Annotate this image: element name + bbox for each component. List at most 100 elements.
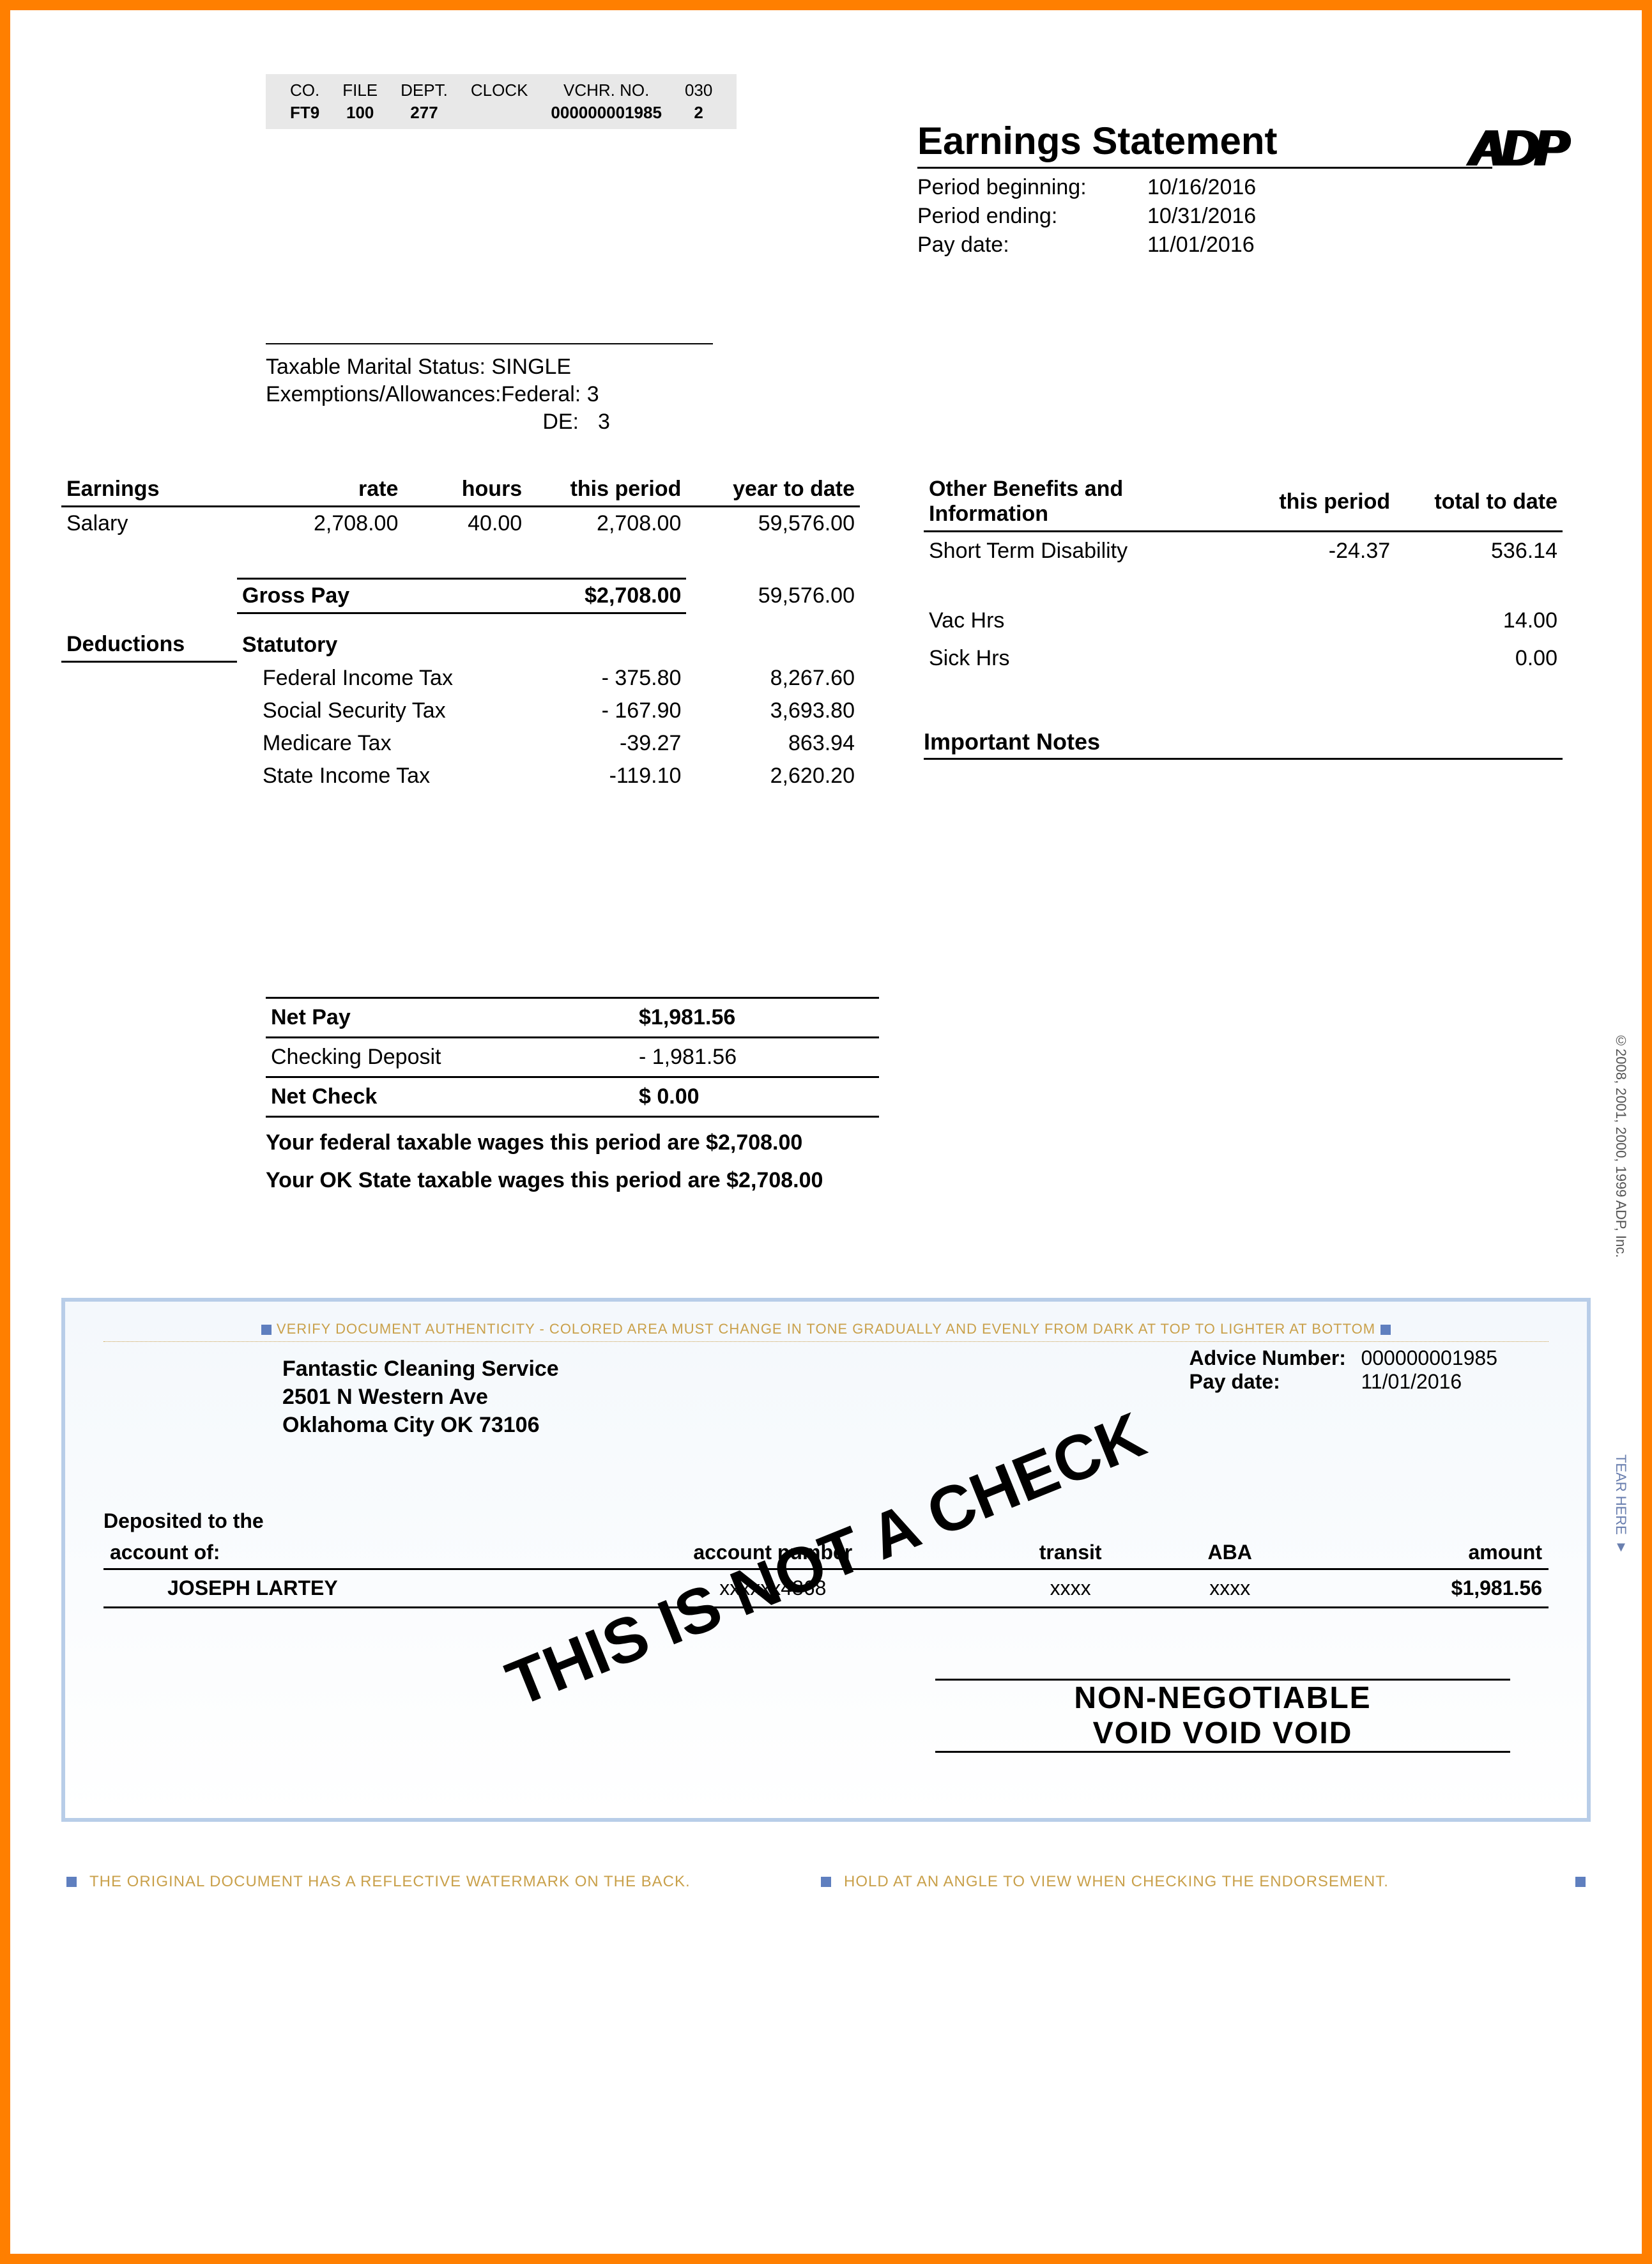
blue-square-icon <box>66 1877 77 1887</box>
hdr-vchr-val: 000000001985 <box>539 102 673 124</box>
exempt-fed-lbl: Federal: <box>501 382 581 406</box>
sick-this <box>1243 640 1395 677</box>
paydate-val: 11/01/2016 <box>1147 233 1255 257</box>
check-paydate-lbl: Pay date: <box>1189 1370 1356 1394</box>
netcheck-val: $ 0.00 <box>634 1077 879 1116</box>
adp-logo: ADP <box>1469 119 1565 178</box>
marital-status-val: SINGLE <box>491 355 571 379</box>
hdr-clock-val <box>459 102 540 124</box>
other-heading: Other Benefits and Information <box>924 473 1243 532</box>
salary-rate: 2,708.00 <box>237 507 403 541</box>
hdr-co-lbl: CO. <box>279 79 331 102</box>
other-col-this: this period <box>1243 473 1395 532</box>
ded-state-lbl: State Income Tax <box>237 760 527 792</box>
bottom-right-text: HOLD AT AN ANGLE TO VIEW WHEN CHECKING T… <box>844 1873 1563 1891</box>
hdr-030-val: 2 <box>673 102 724 124</box>
std-this: -24.37 <box>1243 532 1395 571</box>
vac-lbl: Vac Hrs <box>924 602 1243 640</box>
acct-val: xxxxxx4868 <box>566 1569 980 1608</box>
amount-val: $1,981.56 <box>1299 1569 1549 1608</box>
transit-val: xxxx <box>980 1569 1161 1608</box>
copyright-text: ©2008, 2001, 2000, 1999 ADP, Inc. <box>1612 1033 1629 1258</box>
gross-pay-this: $2,708.00 <box>527 578 686 613</box>
salary-this: 2,708.00 <box>527 507 686 541</box>
account-of-lbl: account of: <box>103 1537 566 1569</box>
marital-block: Taxable Marital Status: SINGLE Exemption… <box>266 343 713 435</box>
sick-lbl: Sick Hrs <box>924 640 1243 677</box>
deposit-table: account of: account number transit ABA a… <box>103 1537 1549 1608</box>
statutory-heading: Statutory <box>237 628 527 662</box>
hdr-vchr-lbl: VCHR. NO. <box>539 79 673 102</box>
salary-hours: 40.00 <box>403 507 527 541</box>
bottom-left-text: THE ORIGINAL DOCUMENT HAS A REFLECTIVE W… <box>89 1873 808 1891</box>
hdr-file-val: 100 <box>331 102 389 124</box>
left-column: Earnings rate hours this period year to … <box>61 473 860 1196</box>
company-addr2: Oklahoma City OK 73106 <box>282 1411 1549 1439</box>
ded-fed-lbl: Federal Income Tax <box>237 662 527 695</box>
vac-this <box>1243 602 1395 640</box>
col-aba: ABA <box>1161 1537 1299 1569</box>
salary-ytd: 59,576.00 <box>686 507 860 541</box>
important-notes-heading: Important Notes <box>924 728 1563 760</box>
check-paydate-val: 11/01/2016 <box>1361 1370 1462 1393</box>
security-top-text: VERIFY DOCUMENT AUTHENTICITY - COLORED A… <box>277 1321 1375 1337</box>
advice-lbl: Advice Number: <box>1189 1346 1356 1370</box>
ded-state-this: -119.10 <box>527 760 686 792</box>
sick-total: 0.00 <box>1395 640 1563 677</box>
ded-fed-ytd: 8,267.60 <box>686 662 860 695</box>
checking-val: - 1,981.56 <box>634 1037 879 1077</box>
gross-pay-label: Gross Pay <box>237 578 527 613</box>
tear-here-text: TEAR HERE <box>1612 1454 1629 1555</box>
ded-med-this: -39.27 <box>527 727 686 760</box>
paydate-lbl: Pay date: <box>917 233 1147 258</box>
col-transit: transit <box>980 1537 1161 1569</box>
page-title: Earnings Statement <box>917 119 1492 169</box>
exempt-de-lbl: DE: <box>266 410 598 435</box>
other-benefits-table: Other Benefits and Information this peri… <box>924 473 1563 677</box>
other-col-total: total to date <box>1395 473 1563 532</box>
period-begin-lbl: Period beginning: <box>917 175 1147 200</box>
hdr-dept-val: 277 <box>389 102 459 124</box>
std-lbl: Short Term Disability <box>924 532 1243 571</box>
marital-status-lbl: Taxable Marital Status: <box>266 355 486 379</box>
earnings-statement-page: CO. FILE DEPT. CLOCK VCHR. NO. 030 FT9 1… <box>0 0 1652 2264</box>
ded-ss-lbl: Social Security Tax <box>237 695 527 727</box>
salary-label: Salary <box>61 507 237 541</box>
col-acct: account number <box>566 1537 980 1569</box>
ded-med-ytd: 863.94 <box>686 727 860 760</box>
ded-ss-ytd: 3,693.80 <box>686 695 860 727</box>
period-end-val: 10/31/2016 <box>1147 204 1256 228</box>
taxable-fed-note: Your federal taxable wages this period a… <box>266 1130 860 1155</box>
payee-name: JOSEPH LARTEY <box>103 1569 566 1608</box>
exempt-de-val: 3 <box>598 410 610 434</box>
gross-pay-ytd: 59,576.00 <box>686 578 860 613</box>
col-amount: amount <box>1299 1537 1549 1569</box>
hdr-dept-lbl: DEPT. <box>389 79 459 102</box>
netpay-val: $1,981.56 <box>634 997 879 1037</box>
ded-state-ytd: 2,620.20 <box>686 760 860 792</box>
earnings-table: Earnings rate hours this period year to … <box>61 473 860 792</box>
hdr-file-lbl: FILE <box>331 79 389 102</box>
hdr-030-lbl: 030 <box>673 79 724 102</box>
period-end-lbl: Period ending: <box>917 204 1147 229</box>
non-neg-line2: VOID VOID VOID <box>935 1716 1510 1751</box>
exempt-lbl: Exemptions/Allowances: <box>266 382 501 406</box>
ded-ss-this: - 167.90 <box>527 695 686 727</box>
earnings-heading: Earnings <box>61 473 237 507</box>
check-stub: VERIFY DOCUMENT AUTHENTICITY - COLORED A… <box>61 1298 1591 1822</box>
hdr-co-val: FT9 <box>279 102 331 124</box>
right-column: Other Benefits and Information this peri… <box>924 473 1563 1196</box>
aba-val: xxxx <box>1161 1569 1299 1608</box>
col-rate: rate <box>237 473 403 507</box>
netcheck-lbl: Net Check <box>266 1077 634 1116</box>
checking-lbl: Checking Deposit <box>266 1037 634 1077</box>
blue-square-icon <box>261 1325 272 1335</box>
std-total: 536.14 <box>1395 532 1563 571</box>
header-code-strip: CO. FILE DEPT. CLOCK VCHR. NO. 030 FT9 1… <box>266 74 737 129</box>
advice-val: 000000001985 <box>1361 1346 1497 1369</box>
non-neg-line1: NON-NEGOTIABLE <box>935 1681 1510 1716</box>
col-ytd: year to date <box>686 473 860 507</box>
advice-block: Advice Number: 000000001985 Pay date: 11… <box>1189 1346 1497 1394</box>
ded-med-lbl: Medicare Tax <box>237 727 527 760</box>
blue-square-icon <box>1575 1877 1586 1887</box>
